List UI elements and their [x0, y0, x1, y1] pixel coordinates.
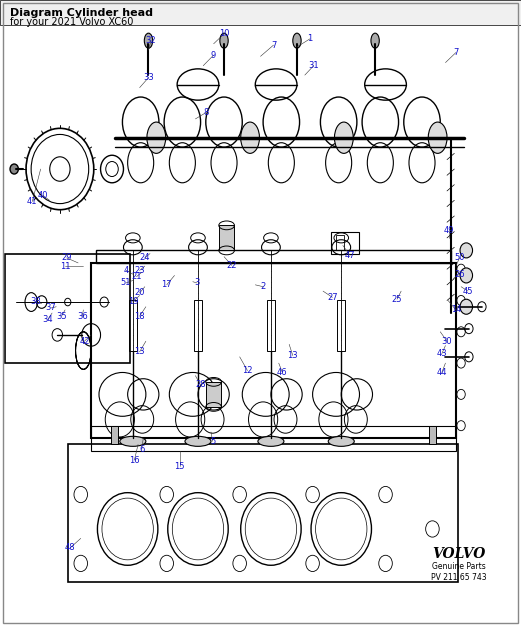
- Bar: [91, 426, 456, 451]
- Text: 48: 48: [65, 543, 76, 552]
- Text: 34: 34: [43, 315, 53, 324]
- Ellipse shape: [371, 33, 379, 48]
- Text: 6: 6: [139, 445, 144, 454]
- Bar: [194, 300, 202, 351]
- Text: 15: 15: [175, 462, 185, 471]
- Ellipse shape: [241, 122, 259, 153]
- Ellipse shape: [293, 33, 301, 48]
- Text: 23: 23: [134, 266, 145, 275]
- Text: 49: 49: [444, 226, 454, 235]
- Text: 45: 45: [463, 287, 473, 295]
- Ellipse shape: [220, 33, 228, 48]
- Text: 24: 24: [140, 254, 150, 262]
- Text: 37: 37: [46, 304, 56, 312]
- Text: 19: 19: [128, 297, 138, 306]
- Text: 33: 33: [143, 73, 154, 82]
- Text: 18: 18: [134, 312, 145, 321]
- Text: 29: 29: [61, 254, 72, 262]
- Ellipse shape: [258, 436, 284, 446]
- Text: 42: 42: [79, 337, 90, 346]
- Text: 50: 50: [454, 254, 465, 262]
- Bar: [337, 300, 345, 351]
- Text: 41: 41: [27, 197, 38, 206]
- Text: 32: 32: [146, 36, 156, 44]
- Bar: [206, 382, 221, 407]
- Bar: [429, 426, 436, 444]
- Text: 3: 3: [194, 279, 200, 287]
- Text: 43: 43: [437, 349, 447, 358]
- Text: 26: 26: [454, 270, 465, 279]
- Circle shape: [460, 268, 473, 283]
- Text: 7: 7: [453, 48, 458, 57]
- Text: 28: 28: [195, 381, 206, 389]
- Text: 4: 4: [123, 266, 129, 275]
- Text: 20: 20: [134, 289, 145, 297]
- Text: 47: 47: [345, 251, 355, 260]
- Text: 30: 30: [442, 337, 452, 346]
- Text: 40: 40: [38, 191, 48, 200]
- Ellipse shape: [328, 436, 354, 446]
- Ellipse shape: [428, 122, 447, 153]
- Bar: [219, 225, 234, 250]
- Ellipse shape: [334, 122, 353, 153]
- Text: 22: 22: [227, 261, 237, 270]
- Text: PV 211 65 743: PV 211 65 743: [431, 573, 486, 582]
- Text: 38: 38: [30, 297, 41, 306]
- Bar: [96, 250, 451, 263]
- Text: for your 2021 Volvo XC60: for your 2021 Volvo XC60: [10, 17, 134, 27]
- Bar: [68, 444, 458, 582]
- Text: 13: 13: [134, 347, 145, 356]
- Text: 31: 31: [308, 61, 319, 70]
- Text: VOLVO: VOLVO: [432, 547, 485, 561]
- Text: 46: 46: [277, 368, 288, 377]
- Text: 7: 7: [271, 41, 276, 49]
- Text: 13: 13: [288, 351, 298, 360]
- Bar: [5, 254, 130, 363]
- Text: 8: 8: [203, 108, 208, 117]
- Text: 12: 12: [242, 366, 253, 375]
- Text: 17: 17: [162, 280, 172, 289]
- Text: 10: 10: [219, 29, 229, 38]
- Text: 14: 14: [451, 305, 461, 314]
- Text: 1: 1: [307, 34, 313, 43]
- Text: 36: 36: [77, 312, 88, 321]
- Text: 11: 11: [60, 262, 70, 270]
- Text: 35: 35: [56, 312, 67, 321]
- Ellipse shape: [144, 33, 153, 48]
- Text: 21: 21: [131, 272, 142, 281]
- Text: 9: 9: [211, 51, 216, 59]
- Circle shape: [10, 164, 18, 174]
- Bar: [111, 426, 118, 444]
- Ellipse shape: [147, 122, 166, 153]
- Circle shape: [460, 243, 473, 258]
- Text: Diagram Cylinder head: Diagram Cylinder head: [10, 8, 153, 18]
- Text: 27: 27: [327, 293, 338, 302]
- Ellipse shape: [120, 436, 146, 446]
- Text: Genuine Parts: Genuine Parts: [431, 562, 486, 571]
- Text: 51: 51: [121, 279, 131, 287]
- Text: 16: 16: [129, 456, 140, 464]
- Bar: [91, 263, 456, 438]
- Bar: [129, 300, 137, 351]
- Text: 44: 44: [437, 368, 447, 377]
- Ellipse shape: [185, 436, 211, 446]
- Bar: [336, 235, 344, 250]
- Bar: [0, 0, 521, 25]
- Text: 5: 5: [210, 437, 215, 446]
- Text: 25: 25: [392, 295, 402, 304]
- Text: 2: 2: [260, 282, 266, 291]
- Bar: [267, 300, 275, 351]
- Circle shape: [460, 299, 473, 314]
- Bar: [331, 232, 359, 254]
